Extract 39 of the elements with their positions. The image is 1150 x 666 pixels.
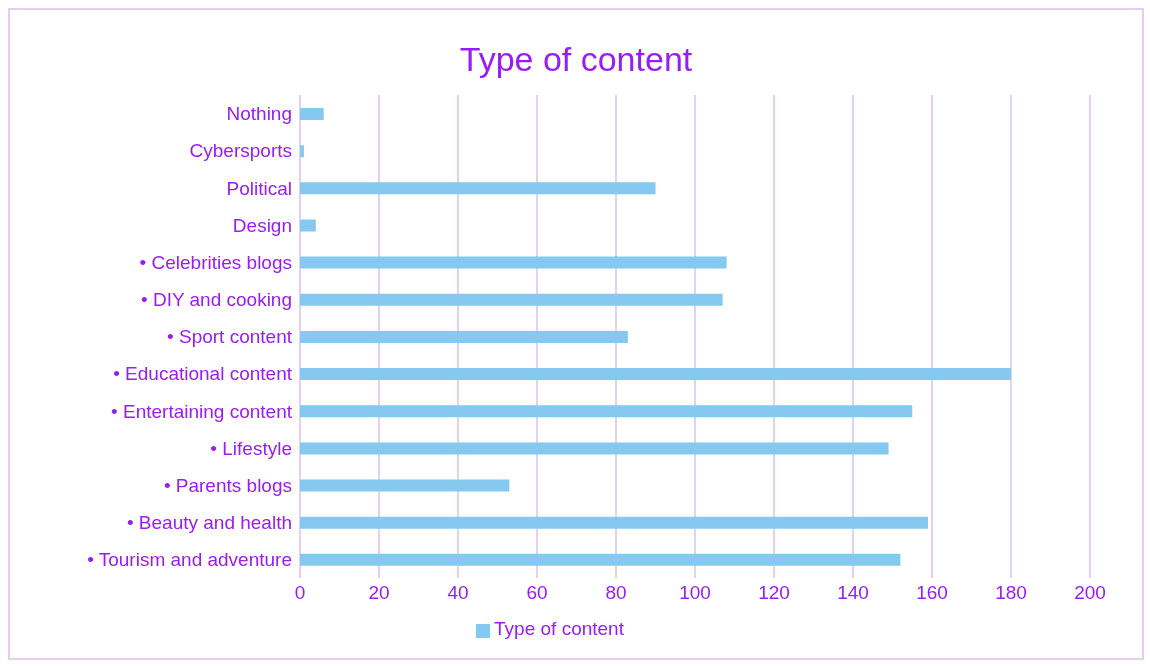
x-tick-label: 80 xyxy=(605,582,627,604)
x-tick-label: 120 xyxy=(758,582,790,604)
y-tick-label: Design xyxy=(232,214,292,236)
bar xyxy=(300,368,1011,381)
y-tick-label: • Beauty and health xyxy=(126,512,292,534)
bar xyxy=(300,442,889,455)
x-tick-label: 140 xyxy=(837,582,869,604)
legend-label: Type of content xyxy=(494,618,624,639)
x-tick-label: 160 xyxy=(916,582,948,604)
y-tick-label: • Celebrities blogs xyxy=(139,251,292,273)
bar xyxy=(300,553,901,566)
bar xyxy=(300,405,913,418)
y-tick-label: Nothing xyxy=(226,103,292,125)
y-tick-label: • Lifestyle xyxy=(210,437,292,459)
y-tick-label: • Tourism and adventure xyxy=(87,549,292,571)
x-tick-label: 180 xyxy=(995,582,1027,604)
bar xyxy=(300,219,316,232)
y-tick-label: Cybersports xyxy=(189,140,292,162)
bar xyxy=(300,479,510,492)
y-tick-label: • Parents blogs xyxy=(163,474,292,496)
x-tick-label: 0 xyxy=(294,582,306,604)
bar xyxy=(300,330,628,343)
y-tick-label: • Entertaining content xyxy=(111,400,293,422)
bar xyxy=(300,182,656,195)
y-tick-label: • Educational content xyxy=(113,363,293,385)
bar xyxy=(300,516,929,529)
y-tick-label: Political xyxy=(226,177,292,199)
x-tick-label: 100 xyxy=(679,582,711,604)
bar xyxy=(300,145,304,158)
bar xyxy=(300,108,324,120)
x-tick-label: 20 xyxy=(368,582,390,604)
bar xyxy=(300,256,727,269)
y-tick-label: • DIY and cooking xyxy=(140,289,292,311)
x-tick-label: 60 xyxy=(526,582,548,604)
bar xyxy=(300,293,723,306)
chart-title: Type of content xyxy=(458,40,694,80)
x-tick-label: 200 xyxy=(1074,582,1106,604)
y-tick-label: • Sport content xyxy=(167,326,293,348)
x-tick-label: 40 xyxy=(447,582,469,604)
